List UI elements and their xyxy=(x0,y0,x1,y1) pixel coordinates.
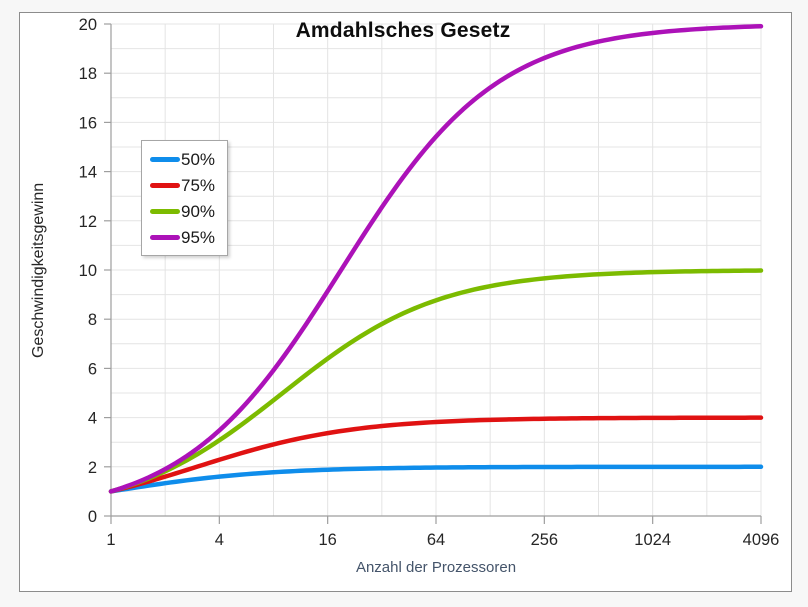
x-tick-label: 256 xyxy=(531,531,559,549)
chart-title: Amdahlsches Gesetz xyxy=(295,19,511,42)
x-tick-label: 1024 xyxy=(634,531,671,549)
y-axis-title: Geschwindigkeitsgewinn xyxy=(30,182,47,358)
y-tick-label: 10 xyxy=(79,262,97,280)
curve-95% xyxy=(108,24,764,494)
y-tick-label: 8 xyxy=(88,311,97,329)
y-tick-label: 20 xyxy=(79,16,97,34)
legend-item-50: 50% xyxy=(150,148,215,170)
chart-area: 0 2 4 6 8 10 12 14 16 18 20 1 4 16 64 256 1024 4096 Amdah… xyxy=(19,12,792,592)
x-tick-label: 1 xyxy=(106,531,115,549)
x-tick-label: 16 xyxy=(318,531,336,549)
legend-label-75: 75% xyxy=(181,175,216,195)
legend-swatch-95 xyxy=(150,234,180,240)
x-tick-label: 4 xyxy=(215,531,224,549)
curve-75% xyxy=(108,415,764,494)
x-tick-label: 64 xyxy=(427,531,445,549)
y-tick-label: 16 xyxy=(79,114,97,132)
y-tick-label: 0 xyxy=(88,508,97,526)
y-tick-label: 2 xyxy=(88,459,97,477)
legend-label-95: 95% xyxy=(181,227,216,247)
y-tick-label: 12 xyxy=(79,213,97,231)
x-tick-label: 4096 xyxy=(743,531,780,549)
y-tick-label: 14 xyxy=(79,164,97,182)
legend-label-50: 50% xyxy=(181,149,216,169)
y-tick-label: 18 xyxy=(79,65,97,83)
legend-label-90: 90% xyxy=(181,201,216,221)
x-axis-title: Anzahl der Prozessoren xyxy=(355,559,517,576)
legend-item-90: 90% xyxy=(150,200,215,222)
y-tick-label: 6 xyxy=(88,360,97,378)
legend-swatch-75 xyxy=(150,182,180,188)
legend-swatch-50 xyxy=(150,156,180,162)
legend: 50% 75% 90% 95% xyxy=(141,140,229,256)
legend-swatch-90 xyxy=(150,208,180,214)
legend-item-75: 75% xyxy=(150,174,215,196)
legend-item-95: 95% xyxy=(150,226,215,248)
curve-50% xyxy=(108,464,764,494)
y-tick-label: 4 xyxy=(88,410,97,428)
curve-90% xyxy=(108,268,764,494)
